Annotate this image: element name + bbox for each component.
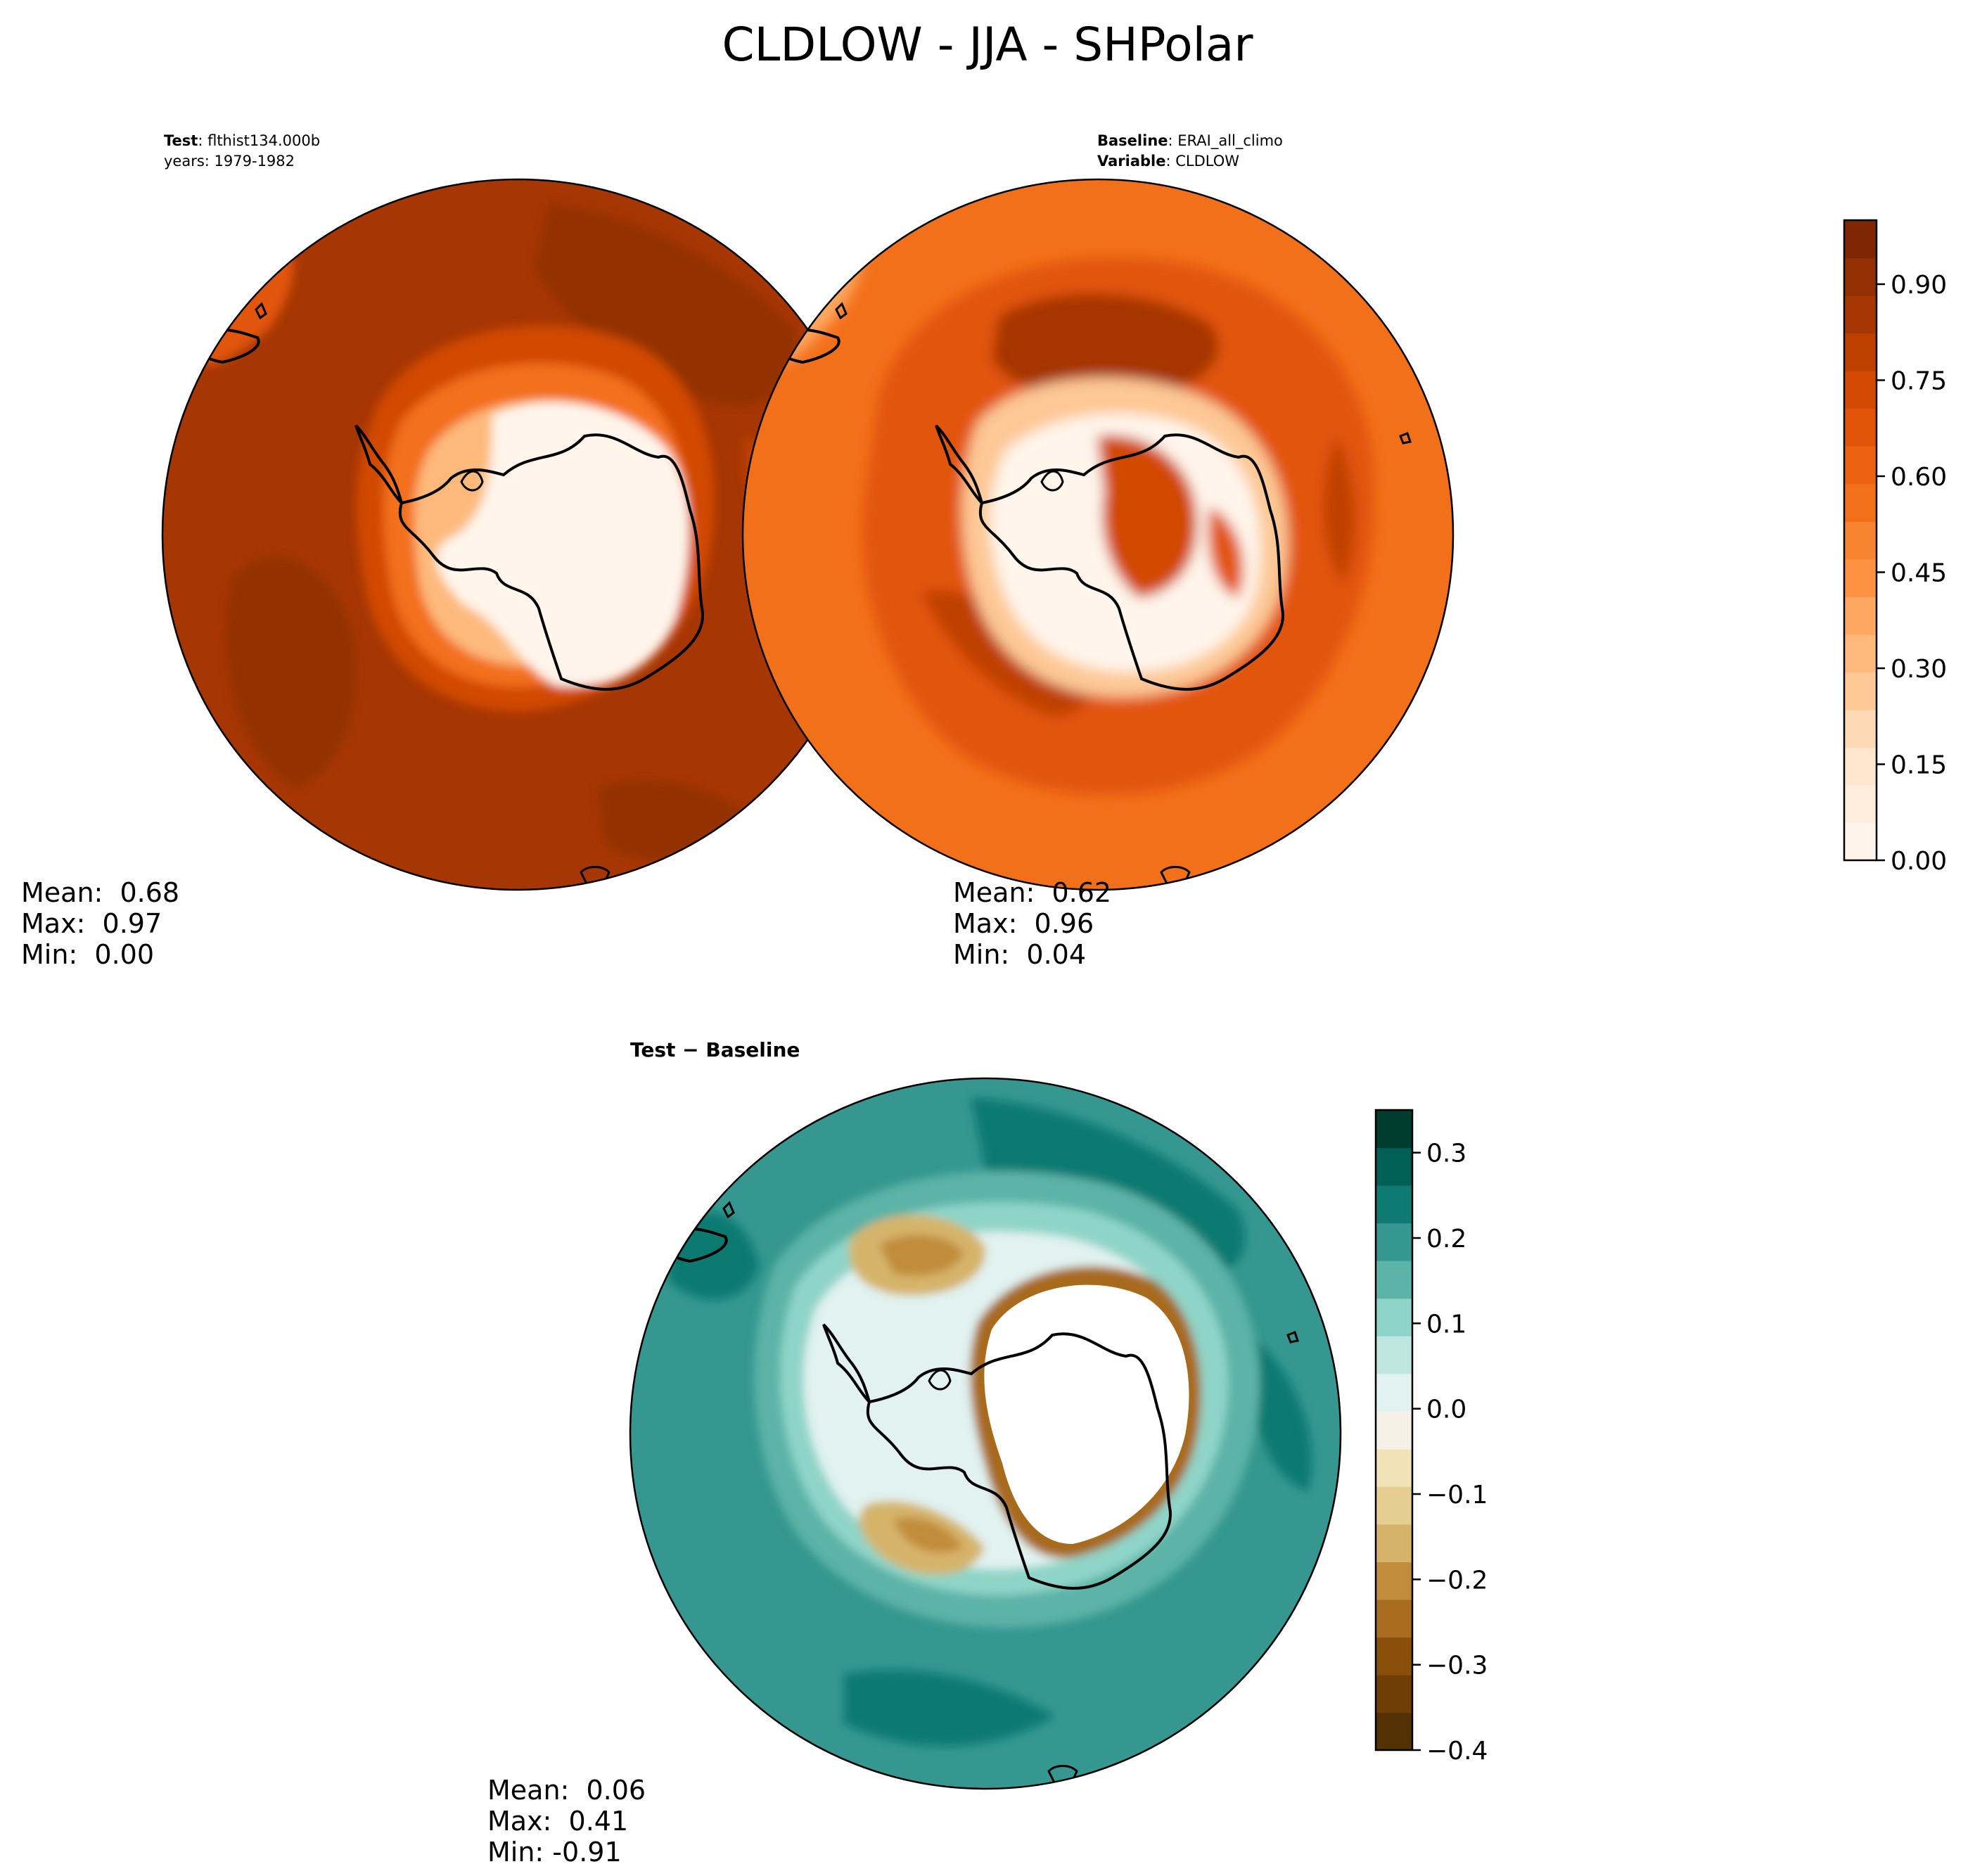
difference-stat-min: Min: -0.91 bbox=[487, 1837, 622, 1868]
baseline-colorbar: 0.00 0.15 0.30 0.45 0.60 0.75 0.90 bbox=[1843, 219, 1947, 876]
test-label-bold: Test bbox=[164, 132, 198, 149]
cbarC-tick-label: −0.1 bbox=[1426, 1481, 1488, 1510]
test-stat-mean: Mean: 0.68 bbox=[21, 877, 179, 908]
cbarC-segment bbox=[1376, 1298, 1412, 1336]
variable-label-value: CLDLOW bbox=[1175, 153, 1239, 170]
cbarB-segment bbox=[1844, 257, 1877, 296]
baseline-field-dark-n bbox=[992, 293, 1219, 397]
cbarB-segment bbox=[1844, 521, 1877, 560]
cbarB-tick-label: 0.15 bbox=[1891, 751, 1947, 780]
variable-label-bold: Variable bbox=[1097, 153, 1165, 170]
test-label: Test: flthist134.000b bbox=[164, 132, 320, 149]
cbarC-segment bbox=[1376, 1637, 1412, 1676]
cbarB-segment bbox=[1844, 709, 1877, 748]
cbarC-segment bbox=[1376, 1373, 1412, 1412]
figure-title: CLDLOW - JJA - SHPolar bbox=[722, 18, 1253, 72]
difference-field-dark-e bbox=[1251, 1336, 1312, 1491]
cbarC-segment bbox=[1376, 1261, 1412, 1299]
cbarC-segment bbox=[1376, 1411, 1412, 1450]
cbarB-segment bbox=[1844, 483, 1877, 522]
cbarC-tick-label: 0.2 bbox=[1426, 1225, 1466, 1253]
panel-difference: Test − Baseline Mean: 0.06 Max: bbox=[487, 1038, 1488, 1868]
test-stat-min: Min: 0.00 bbox=[21, 939, 154, 970]
cbarB-segment bbox=[1844, 295, 1877, 334]
cbarC-segment bbox=[1376, 1147, 1412, 1186]
cbarC-tick-label: −0.4 bbox=[1426, 1737, 1488, 1766]
baseline-map-border bbox=[741, 178, 1455, 891]
cbarB-segment bbox=[1844, 822, 1877, 861]
panel-baseline: Baseline: ERAI_all_climo Variable: CLDLO… bbox=[741, 132, 1947, 970]
cbarB-segment bbox=[1844, 596, 1877, 635]
cbarB-tick-label: 0.45 bbox=[1891, 559, 1947, 588]
cbarB-segment bbox=[1844, 747, 1877, 786]
cbarB-segment bbox=[1844, 672, 1877, 710]
baseline-label: Baseline: ERAI_all_climo bbox=[1097, 132, 1283, 150]
baseline-field-dark-sw bbox=[921, 589, 1093, 717]
difference-map bbox=[630, 1078, 1341, 1789]
baseline-field-dark-e bbox=[1323, 436, 1355, 584]
baseline-stat-mean: Mean: 0.62 bbox=[953, 877, 1111, 908]
cbarC-tick-label: 0.1 bbox=[1426, 1310, 1466, 1339]
cbarC-segment bbox=[1376, 1562, 1412, 1600]
cbarB-segment bbox=[1844, 408, 1877, 447]
cbarB-tick-label: 0.60 bbox=[1891, 463, 1947, 492]
baseline-field-ice-lobe bbox=[1097, 435, 1197, 598]
cbarC-segment bbox=[1376, 1336, 1412, 1374]
cbarB-segment bbox=[1844, 784, 1877, 824]
cbarB-frame bbox=[1843, 219, 1878, 862]
difference-colorbar: 0.3 0.2 0.1 0.0 −0.1 −0.2 −0.3 −0.4 bbox=[1374, 1109, 1488, 1766]
cbarB-tick-label: 0.00 bbox=[1891, 847, 1947, 876]
baseline-label-value: ERAI_all_climo bbox=[1177, 132, 1283, 150]
baseline-label-bold: Baseline bbox=[1097, 132, 1168, 149]
difference-stat-mean: Mean: 0.06 bbox=[487, 1775, 646, 1806]
difference-stat-max: Max: 0.41 bbox=[487, 1806, 628, 1837]
baseline-field-ice-lobe2 bbox=[1208, 506, 1244, 598]
difference-field-dark-s bbox=[844, 1669, 1055, 1747]
cbarC-segment bbox=[1376, 1223, 1412, 1261]
test-field-dark-sw bbox=[226, 556, 356, 788]
baseline-map bbox=[743, 179, 1453, 890]
cbarC-tick-label: −0.2 bbox=[1426, 1566, 1488, 1595]
cbarB-segment bbox=[1844, 634, 1877, 672]
difference-map-border bbox=[629, 1077, 1342, 1790]
cbarC-tick-label: 0.3 bbox=[1426, 1140, 1466, 1168]
cbarB-segment bbox=[1844, 333, 1877, 371]
cbarB-tick-label: 0.30 bbox=[1891, 655, 1947, 684]
difference-field-brown-n-core bbox=[879, 1234, 964, 1276]
test-stat-max: Max: 0.97 bbox=[21, 908, 162, 939]
test-field-dark-ne bbox=[535, 204, 798, 405]
cbarB-segment bbox=[1844, 220, 1877, 259]
cbarC-segment bbox=[1376, 1524, 1412, 1562]
difference-title: Test − Baseline bbox=[630, 1038, 800, 1061]
variable-label: Variable: CLDLOW bbox=[1097, 153, 1239, 170]
cbarB-segment bbox=[1844, 559, 1877, 597]
baseline-stat-max: Max: 0.96 bbox=[953, 908, 1094, 939]
test-label-years: years: 1979-1982 bbox=[164, 153, 295, 170]
cbarB-tick-label: 0.75 bbox=[1891, 367, 1947, 396]
cbarC-tick-label: 0.0 bbox=[1426, 1396, 1466, 1424]
cbarC-segment bbox=[1376, 1599, 1412, 1638]
cbarC-segment bbox=[1376, 1448, 1412, 1487]
cbarC-segment bbox=[1376, 1486, 1412, 1525]
difference-field-brown-s-core bbox=[893, 1517, 964, 1553]
cbarB-segment bbox=[1844, 446, 1877, 485]
baseline-stat-min: Min: 0.04 bbox=[953, 939, 1086, 970]
cbarC-frame bbox=[1374, 1109, 1414, 1751]
cbarC-segment bbox=[1376, 1110, 1412, 1149]
test-label-value: flthist134.000b bbox=[207, 132, 320, 149]
cbarC-segment bbox=[1376, 1712, 1412, 1751]
cbarC-segment bbox=[1376, 1185, 1412, 1224]
cbarC-segment bbox=[1376, 1674, 1412, 1714]
cbarC-tick-label: −0.3 bbox=[1426, 1652, 1488, 1680]
cbarB-segment bbox=[1844, 371, 1877, 409]
cbarB-tick-label: 0.90 bbox=[1891, 271, 1947, 300]
